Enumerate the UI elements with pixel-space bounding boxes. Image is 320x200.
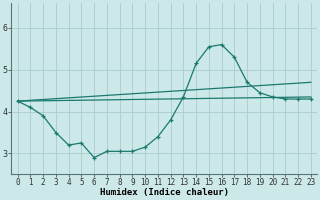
X-axis label: Humidex (Indice chaleur): Humidex (Indice chaleur) (100, 188, 229, 197)
